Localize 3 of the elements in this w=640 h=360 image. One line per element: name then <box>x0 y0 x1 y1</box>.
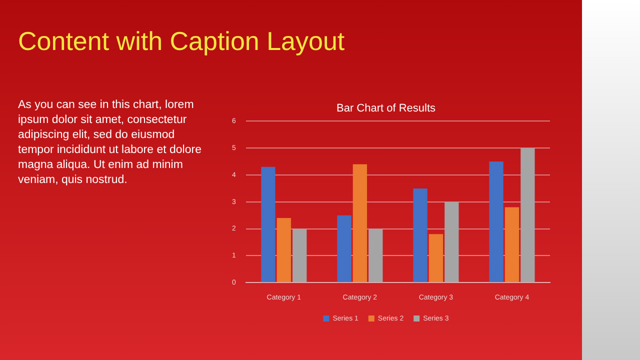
chart-subtitle: Bar Chart of Results <box>336 102 436 115</box>
chart-title: Content with Caption Layout <box>18 26 345 57</box>
text: As you can see in this chart, lorem ipsum dolor sit amet, consectetur adipiscing elit, sed do eiusmod tempor incididunt ut labore et dolore magna aliqua. Ut enim ad minim veniam, quis nostrud. <box>18 98 202 188</box>
